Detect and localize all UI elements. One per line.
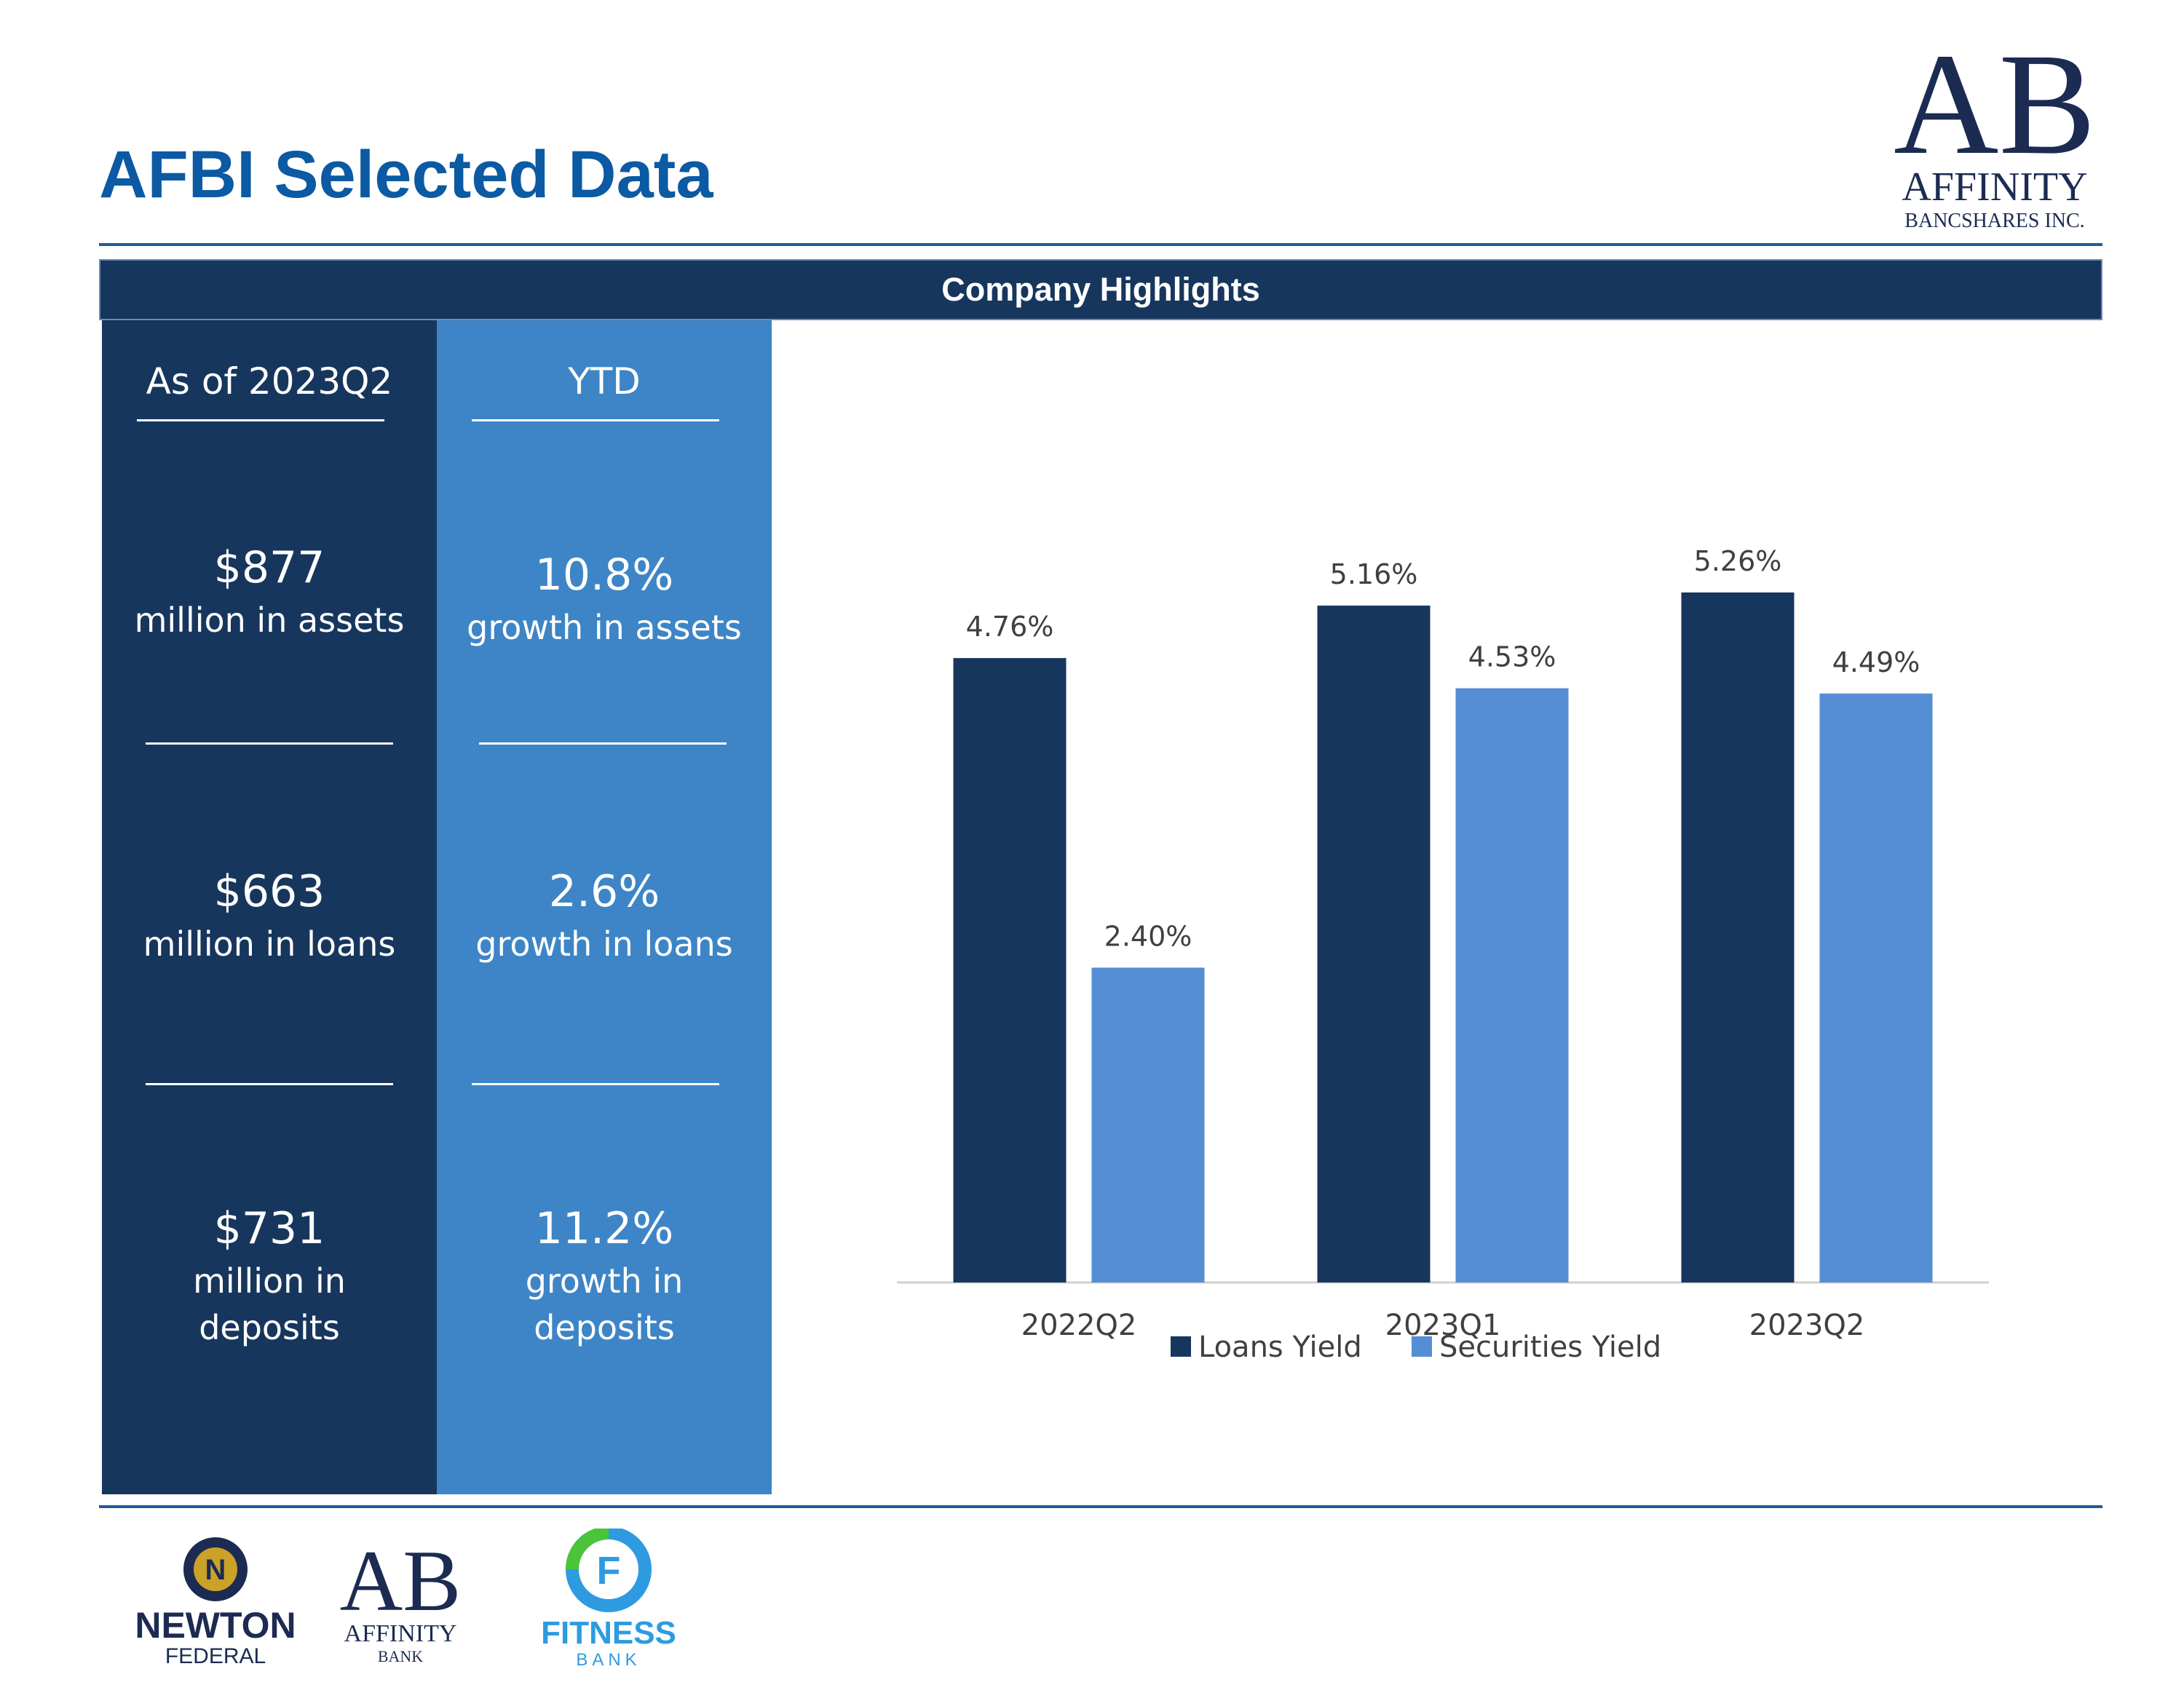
fitness-bank-logo: F FITNESS BANK bbox=[541, 1529, 676, 1670]
logo-name: AFFINITY bbox=[1902, 164, 2087, 210]
logo-letters: AB bbox=[1894, 29, 2096, 185]
logo-sub: BANCSHARES INC. bbox=[1904, 210, 2084, 232]
stat-deposits-growth: 11.2% growth in deposits bbox=[437, 1200, 772, 1351]
x-tick-label: 2023Q1 bbox=[1385, 1309, 1501, 1342]
data-label: 4.76% bbox=[966, 611, 1054, 643]
stat-value: 11.2% bbox=[534, 1203, 674, 1254]
stat-label: million in loans bbox=[143, 924, 396, 964]
footer-rule bbox=[99, 1505, 2102, 1508]
stat-deposits: $731 million in deposits bbox=[102, 1200, 437, 1351]
newton-letter: N bbox=[205, 1554, 226, 1586]
affinity-bank-letters: AB bbox=[340, 1532, 462, 1629]
stat-label: growth in bbox=[525, 1261, 684, 1301]
data-label: 5.26% bbox=[1694, 545, 1782, 577]
divider bbox=[146, 742, 393, 745]
affinity-bank-sub: BANK bbox=[378, 1647, 423, 1665]
stat-assets: $877 million in assets bbox=[102, 539, 437, 643]
left-column-header: As of 2023Q2 bbox=[146, 360, 393, 403]
stat-value: $877 bbox=[213, 542, 325, 593]
bar-securities-yield-2023Q2 bbox=[1819, 693, 1933, 1282]
fitness-name: FITNESS bbox=[541, 1615, 676, 1651]
footer-logos: N NEWTON FEDERAL AB AFFINITY BANK F FITN… bbox=[135, 1529, 676, 1670]
stat-value: $731 bbox=[213, 1203, 325, 1254]
bar-loans-yield-2022Q2 bbox=[953, 658, 1067, 1282]
divider bbox=[472, 1083, 719, 1085]
newton-sub: FEDERAL bbox=[165, 1644, 266, 1668]
bar-loans-yield-2023Q2 bbox=[1681, 592, 1795, 1282]
stat-label-line2: deposits bbox=[199, 1308, 340, 1347]
affinity-bancshares-logo: AB AFFINITY BANCSHARES INC. bbox=[1894, 29, 2096, 232]
stat-label: growth in assets bbox=[467, 608, 742, 647]
divider bbox=[472, 419, 719, 421]
newton-name: NEWTON bbox=[135, 1605, 296, 1646]
data-label: 4.53% bbox=[1468, 641, 1556, 673]
section-title: Company Highlights bbox=[941, 271, 1260, 308]
fitness-sub: BANK bbox=[576, 1650, 641, 1670]
bar-securities-yield-2022Q2 bbox=[1091, 967, 1205, 1282]
fitness-letter: F bbox=[597, 1549, 621, 1593]
x-tick-label: 2023Q2 bbox=[1749, 1309, 1865, 1342]
divider bbox=[479, 742, 727, 745]
newton-emblem-inner bbox=[194, 1547, 237, 1591]
data-label: 2.40% bbox=[1104, 920, 1192, 952]
newton-federal-logo: N NEWTON FEDERAL bbox=[135, 1537, 296, 1668]
stat-label: million in assets bbox=[134, 600, 405, 640]
stat-value: 10.8% bbox=[534, 550, 674, 600]
stat-label: growth in loans bbox=[475, 924, 733, 964]
divider bbox=[137, 419, 384, 421]
bar-loans-yield-2023Q1 bbox=[1317, 606, 1431, 1282]
stat-value: 2.6% bbox=[548, 866, 660, 917]
divider bbox=[146, 1083, 393, 1085]
legend-swatch bbox=[1412, 1336, 1432, 1357]
right-stats-column: YTD 10.8% growth in assets 2.6% growth i… bbox=[437, 320, 772, 1494]
yield-bar-chart: 4.76% 2.40% 2022Q2 5.16% 4.53% 2023Q1 5.26% 4.4… bbox=[897, 545, 1989, 1364]
header-rule bbox=[99, 243, 2102, 246]
stat-assets-growth: 10.8% growth in assets bbox=[437, 546, 772, 651]
stat-label: million in bbox=[193, 1261, 346, 1301]
affinity-bank-name: AFFINITY bbox=[344, 1620, 457, 1647]
fitness-ring-accent bbox=[566, 1529, 609, 1570]
x-tick-label: 2022Q2 bbox=[1021, 1309, 1137, 1342]
data-label: 4.49% bbox=[1832, 646, 1920, 678]
data-label: 5.16% bbox=[1330, 558, 1418, 590]
bar-securities-yield-2023Q1 bbox=[1455, 688, 1569, 1282]
stat-loans: $663 million in loans bbox=[102, 863, 437, 967]
legend-swatch bbox=[1171, 1336, 1191, 1357]
left-stats-column: As of 2023Q2 $877 million in assets $663… bbox=[102, 320, 437, 1494]
stat-value: $663 bbox=[213, 866, 325, 917]
stat-loans-growth: 2.6% growth in loans bbox=[437, 863, 772, 967]
section-band: Company Highlights bbox=[99, 259, 2102, 320]
right-column-header: YTD bbox=[568, 360, 641, 403]
stat-label-line2: deposits bbox=[534, 1308, 675, 1347]
legend-label: Securities Yield bbox=[1439, 1331, 1661, 1364]
page-title: AFBI Selected Data bbox=[99, 138, 713, 212]
affinity-bank-logo: AB AFFINITY BANK bbox=[340, 1532, 462, 1665]
legend-label: Loans Yield bbox=[1198, 1331, 1362, 1364]
